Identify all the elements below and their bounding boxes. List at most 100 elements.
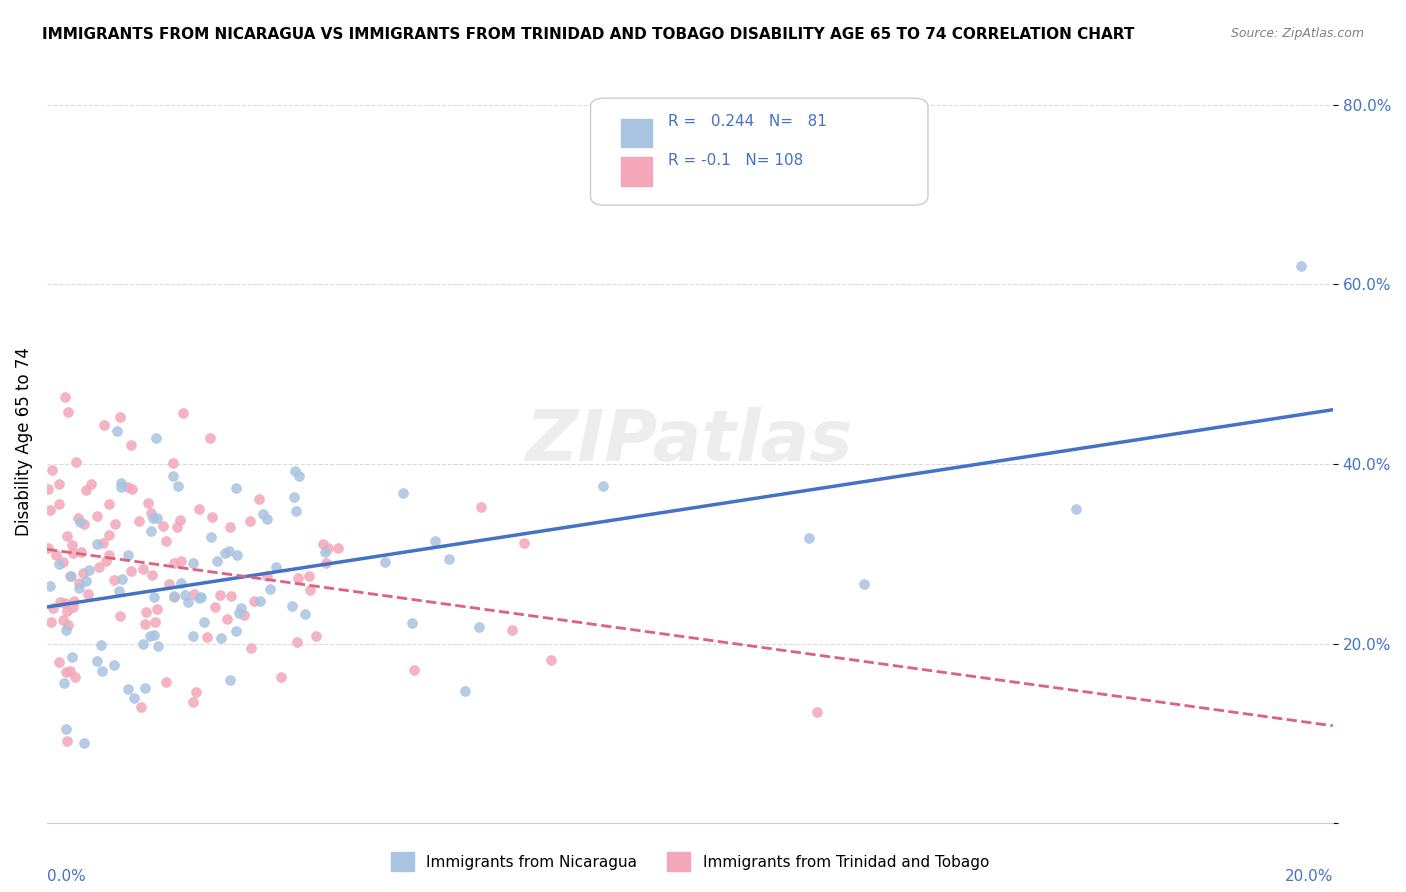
Point bbox=[205, 554, 228, 568]
Point bbox=[249, 594, 271, 608]
Point bbox=[108, 609, 131, 624]
Point bbox=[139, 506, 162, 520]
Point bbox=[166, 520, 188, 534]
Point bbox=[86, 654, 108, 668]
Point bbox=[134, 681, 156, 696]
Point bbox=[67, 575, 90, 590]
Point bbox=[225, 481, 247, 495]
Point bbox=[437, 552, 460, 566]
Point bbox=[77, 563, 100, 577]
Point bbox=[287, 468, 309, 483]
Point bbox=[328, 541, 350, 555]
Point bbox=[219, 673, 242, 688]
Point bbox=[374, 555, 396, 569]
Point bbox=[70, 544, 93, 558]
Point bbox=[79, 477, 101, 491]
Point bbox=[76, 587, 98, 601]
Point bbox=[94, 554, 117, 568]
Point bbox=[75, 483, 97, 498]
Point bbox=[55, 722, 77, 736]
Point bbox=[252, 507, 274, 521]
Point bbox=[214, 546, 236, 560]
Point bbox=[467, 620, 489, 634]
Point bbox=[287, 571, 309, 585]
Point bbox=[75, 574, 97, 589]
Point bbox=[55, 665, 77, 679]
Point bbox=[249, 491, 271, 506]
Point bbox=[110, 410, 132, 425]
Point bbox=[270, 670, 292, 684]
Point bbox=[136, 496, 159, 510]
Point bbox=[53, 596, 76, 610]
Point bbox=[135, 605, 157, 619]
Point bbox=[41, 463, 63, 477]
Point bbox=[93, 536, 115, 550]
Point bbox=[392, 486, 415, 500]
Point bbox=[219, 520, 242, 534]
Point bbox=[218, 544, 240, 558]
Point bbox=[139, 629, 162, 643]
Point bbox=[69, 515, 91, 529]
Point bbox=[48, 476, 70, 491]
Point bbox=[181, 696, 204, 710]
Point bbox=[314, 544, 336, 558]
Point bbox=[145, 511, 167, 525]
Point bbox=[145, 431, 167, 445]
Point bbox=[145, 615, 167, 629]
Point bbox=[146, 601, 169, 615]
Point bbox=[117, 548, 139, 562]
Point bbox=[163, 557, 186, 571]
Point bbox=[797, 532, 820, 546]
Point bbox=[142, 510, 165, 524]
Point bbox=[226, 548, 249, 562]
Point bbox=[239, 514, 262, 528]
Point bbox=[173, 588, 195, 602]
Point bbox=[152, 519, 174, 533]
Point bbox=[232, 607, 254, 622]
Point bbox=[129, 699, 152, 714]
Point bbox=[315, 556, 337, 570]
Point bbox=[73, 736, 96, 750]
Point bbox=[501, 624, 523, 638]
Point bbox=[122, 690, 145, 705]
Point bbox=[163, 591, 186, 605]
Point bbox=[190, 590, 212, 604]
Point bbox=[512, 536, 534, 550]
Point bbox=[110, 476, 132, 491]
Point bbox=[187, 591, 209, 606]
Point bbox=[853, 577, 876, 591]
Point bbox=[139, 524, 162, 538]
Point bbox=[283, 490, 305, 504]
Point bbox=[401, 615, 423, 630]
Point bbox=[52, 675, 75, 690]
Point bbox=[256, 511, 278, 525]
Point bbox=[806, 705, 828, 719]
Point bbox=[105, 424, 128, 438]
Point bbox=[48, 557, 70, 571]
Point bbox=[1289, 260, 1312, 274]
Point bbox=[103, 657, 125, 672]
Point bbox=[55, 623, 77, 637]
Point bbox=[103, 516, 125, 531]
Point bbox=[157, 576, 180, 591]
Point bbox=[242, 594, 264, 608]
Point bbox=[98, 528, 121, 542]
Point bbox=[93, 418, 115, 433]
Point bbox=[132, 637, 155, 651]
Text: Source: ZipAtlas.com: Source: ZipAtlas.com bbox=[1230, 27, 1364, 40]
Point bbox=[39, 579, 62, 593]
Text: 0.0%: 0.0% bbox=[46, 870, 86, 884]
Point bbox=[200, 530, 222, 544]
Point bbox=[204, 599, 226, 614]
Point bbox=[228, 607, 250, 621]
Point bbox=[177, 595, 200, 609]
Point bbox=[39, 615, 62, 629]
Point bbox=[284, 464, 307, 478]
Text: R = -0.1   N= 108: R = -0.1 N= 108 bbox=[668, 153, 803, 169]
Point bbox=[167, 479, 190, 493]
Point bbox=[52, 613, 75, 627]
Point bbox=[1064, 502, 1087, 516]
Point bbox=[281, 599, 304, 614]
Point bbox=[60, 649, 83, 664]
Point bbox=[55, 390, 77, 404]
